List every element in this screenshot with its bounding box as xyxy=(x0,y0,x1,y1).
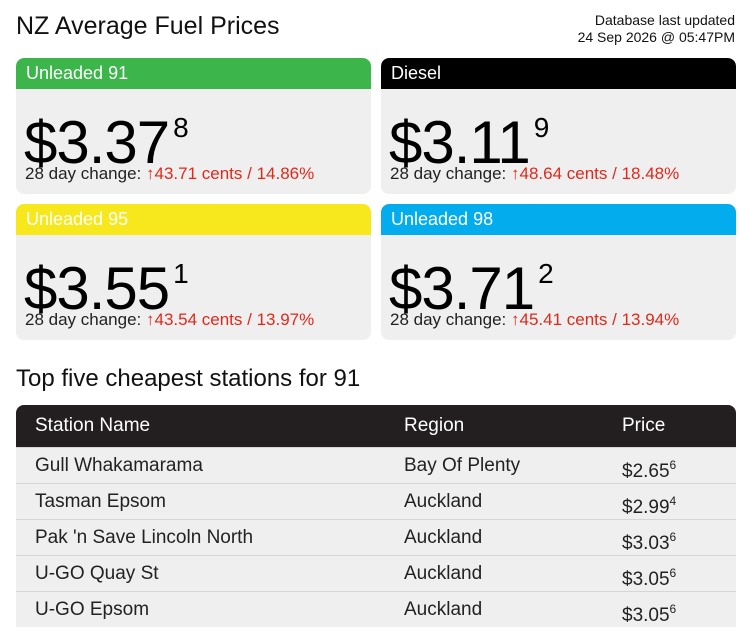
table-row: Tasman Epsom Auckland $2.994 xyxy=(16,483,736,519)
fuel-card-diesel: Diesel $3.11 9 28 day change: ↑48.64 cent… xyxy=(381,58,736,194)
arrow-up-icon: ↑ xyxy=(511,310,520,329)
station-name: U-GO Quay St xyxy=(35,563,159,584)
fuel-card-header: Unleaded 98 xyxy=(381,204,736,235)
price-change-label: 28 day change: xyxy=(25,164,142,183)
last-updated-timestamp: 24 Sep 2026 @ 05:47PM xyxy=(577,29,735,45)
stations-table: Station Name Region Price Gull Whakamara… xyxy=(16,405,736,627)
price-change: 28 day change: ↑43.54 cents / 13.97% xyxy=(25,310,314,330)
station-name: U-GO Epsom xyxy=(35,599,150,620)
arrow-up-icon: ↑ xyxy=(146,164,155,183)
arrow-up-icon: ↑ xyxy=(146,310,155,329)
fuel-card-unleaded-91: Unleaded 91 $3.37 8 28 day change: ↑43.71… xyxy=(16,58,371,194)
price-change-label: 28 day change: xyxy=(390,164,507,183)
last-updated-label: Database last updated xyxy=(594,12,735,28)
column-header-region: Region xyxy=(404,415,465,436)
table-row: Pak 'n Save Lincoln North Auckland $3.03… xyxy=(16,519,736,555)
price-change: 28 day change: ↑48.64 cents / 18.48% xyxy=(390,164,679,184)
column-header-station: Station Name xyxy=(35,415,151,436)
station-price: $3.036 xyxy=(622,520,676,561)
fuel-card-header: Diesel xyxy=(381,58,736,89)
station-price-main: $2.99 xyxy=(622,497,670,518)
fuel-price-main: $3.37 xyxy=(24,109,170,176)
table-row: U-GO Quay St Auckland $3.056 xyxy=(16,555,736,591)
fuel-price-fraction: 8 xyxy=(173,112,189,143)
stations-title: Top five cheapest stations for 91 xyxy=(16,365,361,392)
station-price-fraction: 4 xyxy=(669,494,677,508)
fuel-price-main: $3.11 xyxy=(389,109,531,176)
fuel-price-fraction: 9 xyxy=(533,112,550,143)
price-change-value: 48.64 cents / 18.48% xyxy=(519,164,680,183)
station-name: Tasman Epsom xyxy=(35,491,166,512)
station-price-fraction: 6 xyxy=(669,530,677,544)
page-title: NZ Average Fuel Prices xyxy=(16,12,280,40)
station-price-main: $3.05 xyxy=(622,569,670,590)
station-price: $2.994 xyxy=(622,484,676,525)
fuel-card-header: Unleaded 95 xyxy=(16,204,371,235)
table-header: Station Name Region Price xyxy=(16,405,736,447)
price-change-value: 43.71 cents / 14.86% xyxy=(154,164,315,183)
column-header-price: Price xyxy=(622,415,666,436)
station-price-fraction: 6 xyxy=(669,602,677,616)
fuel-price: $3.71 2 xyxy=(389,242,554,322)
price-change: 28 day change: ↑43.71 cents / 14.86% xyxy=(25,164,314,184)
table-row: Gull Whakamarama Bay Of Plenty $2.656 xyxy=(16,447,736,483)
fuel-card-unleaded-95: Unleaded 95 $3.55 1 28 day change: ↑43.54… xyxy=(16,204,371,340)
station-region: Auckland xyxy=(404,527,483,548)
table-row: U-GO Epsom Auckland $3.056 xyxy=(16,591,736,627)
station-price-main: $3.05 xyxy=(622,605,670,626)
station-price-fraction: 6 xyxy=(669,458,677,472)
station-region: Auckland xyxy=(404,599,483,620)
price-change: 28 day change: ↑45.41 cents / 13.94% xyxy=(390,310,679,330)
price-change-label: 28 day change: xyxy=(25,310,142,329)
price-change-label: 28 day change: xyxy=(390,310,507,329)
price-change-value: 43.54 cents / 13.97% xyxy=(154,310,315,329)
last-updated: Database last updated 24 Sep 2026 @ 05:4… xyxy=(578,12,735,46)
fuel-card-header: Unleaded 91 xyxy=(16,58,371,89)
price-change-value: 45.41 cents / 13.94% xyxy=(519,310,680,329)
fuel-price-fraction: 2 xyxy=(538,258,554,289)
fuel-price: $3.11 9 xyxy=(389,96,550,176)
arrow-up-icon: ↑ xyxy=(511,164,520,183)
fuel-price-fraction: 1 xyxy=(173,258,189,289)
station-price-main: $3.03 xyxy=(622,533,670,554)
station-region: Auckland xyxy=(404,491,483,512)
station-name: Gull Whakamarama xyxy=(35,455,203,476)
station-price: $3.056 xyxy=(622,556,676,597)
station-name: Pak 'n Save Lincoln North xyxy=(35,527,254,548)
station-price-main: $2.65 xyxy=(622,461,670,482)
fuel-card-unleaded-98: Unleaded 98 $3.71 2 28 day change: ↑45.41… xyxy=(381,204,736,340)
station-region: Bay Of Plenty xyxy=(404,455,521,476)
station-price: $3.056 xyxy=(622,592,676,633)
fuel-price: $3.37 8 xyxy=(24,96,189,176)
fuel-price: $3.55 1 xyxy=(24,242,189,322)
fuel-price-main: $3.55 xyxy=(24,255,170,322)
fuel-price-main: $3.71 xyxy=(389,255,535,322)
station-price-fraction: 6 xyxy=(669,566,677,580)
station-price: $2.656 xyxy=(622,448,676,489)
station-region: Auckland xyxy=(404,563,483,584)
